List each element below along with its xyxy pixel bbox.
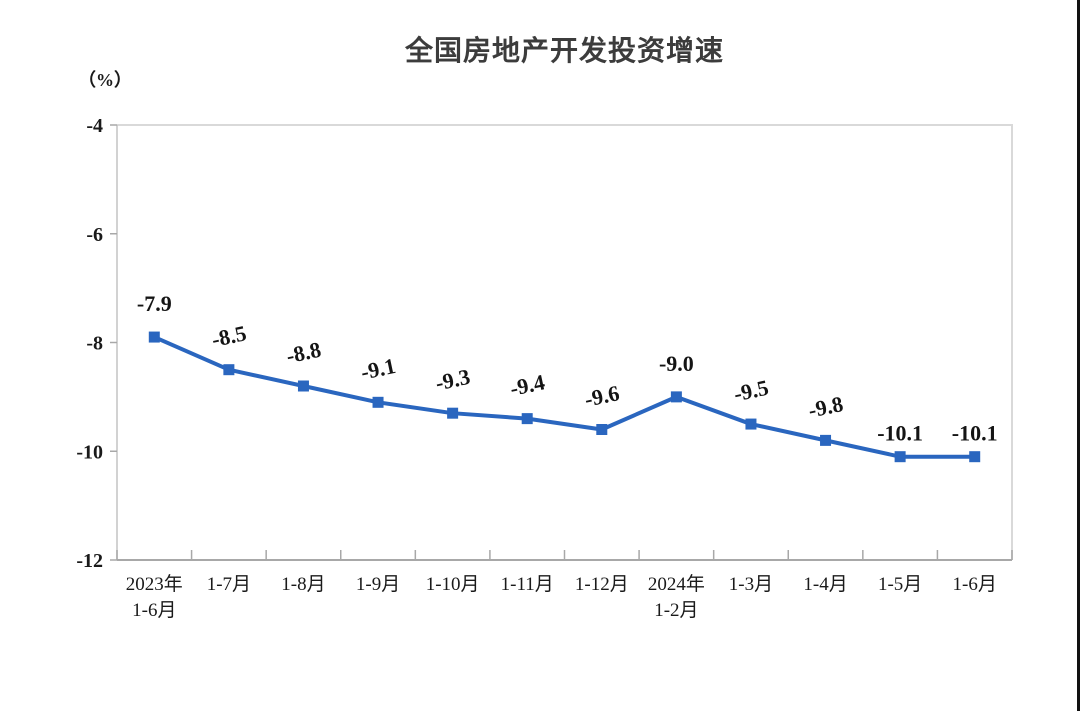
data-point-label: -10.1 (877, 421, 923, 446)
chart-title: 全国房地产开发投资增速 (404, 35, 724, 66)
data-point-marker (223, 364, 235, 376)
x-tick-label: 1-7月 (207, 574, 251, 595)
x-tick-label: 1-9月 (356, 574, 400, 595)
data-point-marker (447, 407, 459, 419)
data-point-marker (670, 391, 682, 403)
y-tick-label: -4 (86, 115, 103, 137)
y-tick-label: -10 (76, 441, 103, 463)
plot-border (117, 124, 1013, 560)
y-tick-label: -6 (86, 224, 103, 246)
data-point-label: -8.5 (209, 320, 248, 352)
x-tick-label: 1-3月 (729, 574, 773, 595)
data-point-marker (820, 434, 832, 446)
x-tick-label: 1-11月 (501, 574, 554, 595)
y-tick-label: -12 (76, 550, 103, 572)
data-point-marker (521, 413, 533, 425)
x-tick-label: 1-4月 (803, 574, 847, 595)
data-point-label: -10.1 (952, 421, 998, 446)
data-point-label: -9.3 (433, 364, 472, 396)
x-tick-label: 1-5月 (878, 574, 922, 595)
data-point-label: -9.0 (659, 351, 694, 376)
data-point-marker (372, 396, 384, 408)
data-point-label: -8.8 (284, 337, 323, 369)
series-line (153, 335, 975, 459)
data-point-label: -9.5 (731, 375, 770, 407)
x-tick-label: 1-12月 (575, 574, 629, 595)
data-point-label: -9.6 (582, 380, 621, 412)
data-point-marker (148, 331, 160, 343)
data-point-marker (745, 418, 757, 430)
data-point-marker (596, 424, 608, 435)
x-tick-label: 1-10月 (426, 574, 480, 595)
data-point-label: -7.9 (137, 291, 172, 316)
data-point-marker (894, 451, 906, 463)
data-point-marker (297, 380, 309, 392)
x-tick-label: 1-6月 (953, 574, 997, 595)
data-point-label: -9.1 (359, 353, 398, 385)
x-tick-label: 2023年 1-6月 (126, 573, 183, 621)
y-tick-label: -8 (86, 333, 103, 355)
y-axis-unit-label: （%） (78, 70, 132, 90)
x-tick-label: 1-8月 (281, 574, 325, 595)
image-right-border-line (1077, 0, 1080, 711)
x-tick-label: 2024年 1-2月 (648, 573, 705, 621)
data-point-label: -9.8 (806, 391, 845, 423)
data-point-label: -9.4 (508, 369, 547, 401)
data-point-marker (969, 451, 981, 463)
